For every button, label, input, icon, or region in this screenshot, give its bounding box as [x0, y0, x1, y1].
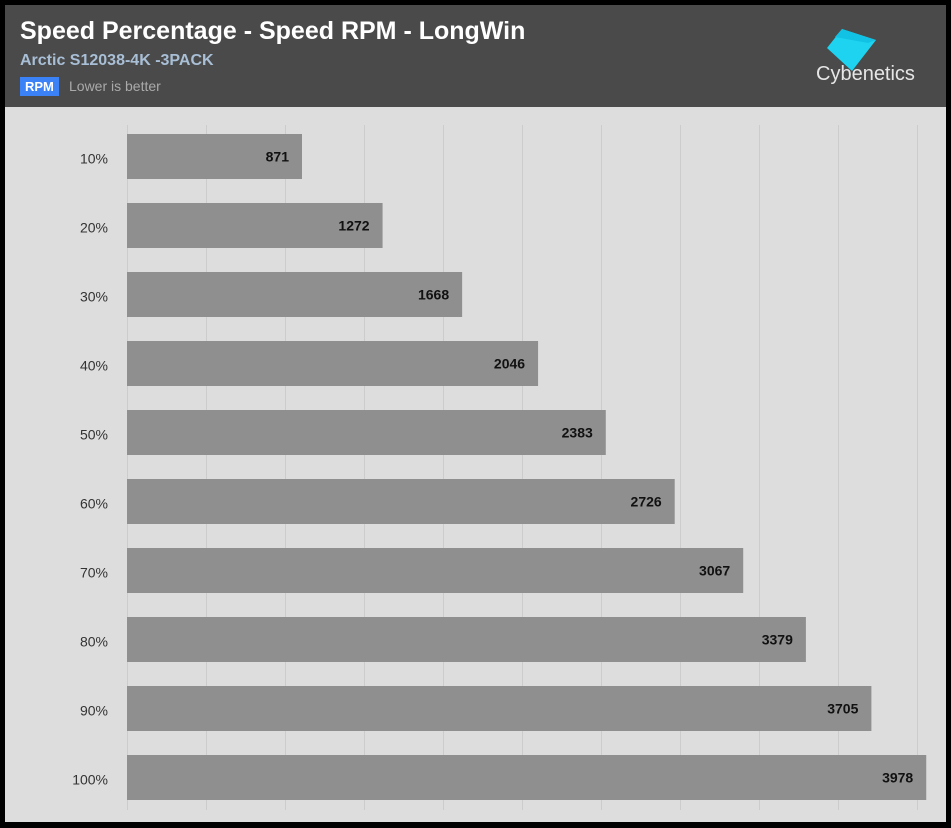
data-label: 1668	[418, 287, 449, 303]
data-label: 2046	[494, 356, 525, 372]
category-label: 60%	[80, 496, 108, 512]
chart-subtitle: Arctic S12038-4K -3PACK	[20, 52, 214, 69]
unit-badge: RPM	[20, 77, 59, 96]
chart-header: Speed Percentage - Speed RPM - LongWin A…	[5, 5, 946, 107]
bar	[127, 203, 383, 248]
category-label: 90%	[80, 703, 108, 719]
category-label: 40%	[80, 358, 108, 374]
data-label: 3705	[827, 701, 858, 717]
chart-panel: Speed Percentage - Speed RPM - LongWin A…	[5, 5, 946, 822]
category-label: 70%	[80, 565, 108, 581]
bar	[127, 479, 675, 524]
bar-chart: 871 10% 1272 20% 1668 30% 2046 40% 2383 50% 2726 60…	[72, 125, 927, 810]
bar	[127, 548, 744, 593]
logo-text: Cybenetics	[816, 63, 915, 85]
category-label: 50%	[80, 427, 108, 443]
cybenetics-logo-icon	[827, 29, 876, 71]
bar	[127, 617, 806, 662]
category-label: 10%	[80, 151, 108, 167]
data-label: 2726	[631, 494, 662, 510]
category-label: 80%	[80, 634, 108, 650]
chart-title: Speed Percentage - Speed RPM - LongWin	[20, 17, 526, 45]
bar	[127, 686, 872, 731]
data-label: 871	[266, 149, 290, 165]
data-label: 2383	[562, 425, 593, 441]
bar	[127, 755, 927, 800]
hint-text: Lower is better	[69, 78, 161, 94]
category-label: 30%	[80, 289, 108, 305]
data-label: 3379	[762, 632, 793, 648]
category-label: 100%	[72, 772, 108, 788]
bar	[127, 134, 302, 179]
bar	[127, 410, 606, 455]
data-label: 3067	[699, 563, 730, 579]
data-label: 1272	[338, 218, 369, 234]
category-label: 20%	[80, 220, 108, 236]
bar	[127, 341, 539, 386]
data-label: 3978	[882, 770, 913, 786]
bar	[127, 272, 463, 317]
